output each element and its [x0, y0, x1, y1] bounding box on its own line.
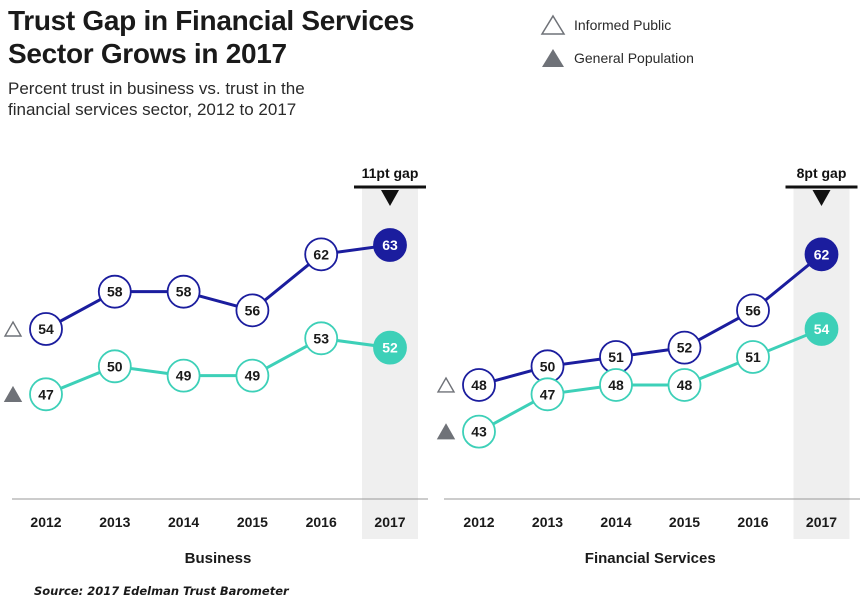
legend-informed-label: Informed Public [574, 17, 672, 33]
subtitle-line-2: financial services sector, 2012 to 2017 [8, 100, 297, 119]
data-point-informed-public [29, 312, 63, 346]
annotation-arrow [812, 190, 831, 206]
data-point-informed-public [304, 237, 339, 272]
triangle-outline-icon [3, 320, 23, 337]
title-line-1: Trust Gap in Financial Services [8, 5, 415, 36]
data-point-informed-public [166, 274, 201, 309]
data-point-informed-public [736, 293, 770, 328]
x-tick-label: 2017 [806, 514, 837, 530]
data-point-general-population [304, 321, 339, 356]
data-point-general-population [462, 414, 496, 449]
chart-title: Trust Gap in Financial Services Sector G… [8, 4, 415, 70]
legend-general-label: General Population [574, 50, 694, 66]
data-point-general-population [736, 340, 770, 374]
data-label-informed-public: 62 [814, 246, 830, 262]
data-label-informed-public: 56 [745, 302, 761, 318]
title-line-2: Sector Grows in 2017 [8, 38, 287, 69]
x-tick-label: 2015 [669, 514, 700, 530]
triangle-filled-icon [3, 385, 23, 403]
data-label-general-population: 49 [245, 368, 261, 384]
chart-panel-financial-services: 8pt gap 2012 2013 2014 2015 2016 2017 Financial… [436, 165, 860, 567]
x-tick-label: 2015 [237, 514, 268, 530]
data-point-general-population [667, 368, 702, 402]
data-point-general-population [373, 330, 407, 365]
data-label-informed-public: 58 [107, 284, 123, 300]
data-label-informed-public: 58 [176, 284, 192, 300]
triangle-outline-icon [436, 376, 456, 393]
subtitle-line-1: Percent trust in business vs. trust in t… [8, 79, 305, 98]
data-point-informed-public [97, 274, 132, 309]
triangle-filled-icon [436, 423, 456, 440]
data-label-informed-public: 48 [471, 377, 487, 393]
x-tick-label: 2012 [463, 514, 494, 530]
data-label-general-population: 47 [38, 386, 54, 402]
series-line-general-population [45, 336, 391, 396]
data-label-general-population: 51 [745, 349, 761, 365]
annotation-arrow [381, 190, 399, 206]
legend-general-population: General Population [540, 47, 694, 69]
data-point-informed-public [373, 228, 407, 262]
data-label-informed-public: 54 [38, 321, 54, 337]
x-tick-label: 2013 [99, 514, 130, 530]
data-point-general-population [29, 377, 63, 412]
chart-panel-business: 11pt gap 2012 2013 2014 2015 2016 2017 Business… [3, 165, 428, 567]
data-point-general-population [599, 368, 633, 402]
legend-informed-public: Informed Public [540, 14, 671, 36]
data-point-informed-public [804, 237, 839, 272]
data-label-general-population: 48 [677, 377, 693, 393]
source-note: Source: 2017 Edelman Trust Barometer [34, 584, 289, 598]
series-line-general-population [478, 327, 823, 433]
data-label-general-population: 48 [608, 377, 624, 393]
data-point-general-population [530, 377, 565, 412]
data-point-general-population [97, 349, 132, 384]
data-label-informed-public: 62 [313, 246, 329, 262]
chart-subtitle: Percent trust in business vs. trust in t… [8, 78, 305, 120]
data-label-informed-public: 50 [540, 358, 556, 374]
data-point-informed-public [462, 368, 496, 402]
data-label-general-population: 43 [471, 424, 487, 440]
data-label-general-population: 54 [814, 321, 830, 337]
annotation-label: 11pt gap [362, 165, 419, 181]
x-tick-label: 2013 [532, 514, 563, 530]
series-line-informed-public [478, 253, 823, 387]
data-label-general-population: 52 [382, 340, 398, 356]
data-point-informed-public [667, 330, 702, 365]
data-point-informed-public [235, 293, 270, 328]
triangle-filled-icon [542, 49, 564, 67]
data-label-general-population: 50 [107, 358, 123, 374]
annotation-label: 8pt gap [797, 165, 847, 181]
data-label-general-population: 49 [176, 368, 192, 384]
data-label-informed-public: 63 [382, 237, 398, 253]
data-point-general-population [235, 358, 270, 393]
data-label-general-population: 47 [540, 386, 556, 402]
x-tick-label: 2016 [306, 514, 337, 530]
x-tick-label: 2017 [374, 514, 405, 530]
x-tick-label: 2012 [30, 514, 61, 530]
data-label-general-population: 53 [313, 330, 329, 346]
data-label-informed-public: 51 [608, 349, 624, 365]
data-point-general-population [166, 358, 201, 393]
data-label-informed-public: 52 [677, 340, 693, 356]
x-tick-label: 2014 [600, 514, 631, 530]
data-label-informed-public: 56 [245, 302, 261, 318]
x-tick-label: 2014 [168, 514, 199, 530]
panel-title: Financial Services [585, 550, 716, 567]
triangle-outline-icon [540, 14, 566, 35]
panel-title: Business [185, 550, 252, 567]
data-point-general-population [804, 312, 839, 346]
x-tick-label: 2016 [737, 514, 768, 530]
series-line-informed-public [45, 243, 391, 331]
